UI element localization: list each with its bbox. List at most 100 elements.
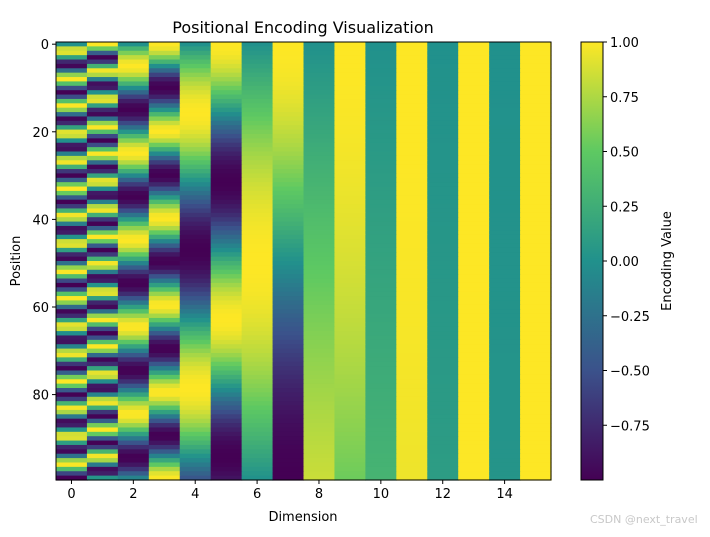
heatmap-cell — [396, 59, 428, 65]
heatmap-cell — [458, 296, 490, 302]
heatmap-cell — [427, 234, 459, 240]
heatmap-cell — [179, 370, 212, 376]
heatmap-cell — [117, 155, 150, 161]
heatmap-cell — [56, 475, 88, 481]
heatmap-cell — [272, 352, 305, 358]
heatmap-cell — [303, 142, 336, 148]
heatmap-cell — [148, 475, 181, 481]
heatmap-cell — [427, 90, 459, 96]
heatmap-cell — [365, 313, 397, 319]
heatmap-cell — [272, 326, 305, 332]
heatmap-cell — [117, 282, 150, 288]
heatmap-cell — [458, 357, 490, 363]
heatmap-cell — [427, 212, 459, 218]
heatmap-cell — [303, 309, 336, 315]
heatmap-cell — [520, 274, 552, 280]
heatmap-cell — [241, 274, 274, 280]
heatmap-cell — [210, 322, 243, 328]
heatmap-cell — [148, 116, 181, 122]
heatmap-cell — [241, 133, 274, 139]
heatmap-cell — [334, 85, 366, 91]
heatmap-cell — [427, 274, 459, 280]
heatmap-cell — [272, 160, 305, 166]
heatmap-cell — [86, 317, 119, 323]
heatmap-cell — [427, 466, 459, 472]
heatmap-cell — [148, 304, 181, 310]
heatmap-cell — [520, 256, 552, 262]
heatmap-cell — [334, 177, 366, 183]
heatmap-cell — [427, 366, 459, 372]
heatmap-cell — [303, 116, 336, 122]
heatmap-cell — [334, 374, 366, 380]
heatmap-cell — [241, 120, 274, 126]
heatmap-cell — [396, 195, 428, 201]
heatmap-cell — [489, 326, 521, 332]
heatmap-cell — [117, 252, 150, 258]
heatmap-cell — [241, 300, 274, 306]
heatmap-cell — [272, 129, 305, 135]
heatmap-cell — [210, 357, 243, 363]
heatmap-cell — [179, 339, 212, 345]
heatmap-cell — [148, 291, 181, 297]
heatmap-cell — [117, 208, 150, 214]
heatmap-cell — [56, 444, 88, 450]
heatmap-cell — [148, 190, 181, 196]
heatmap-cell — [303, 107, 336, 113]
heatmap-cell — [117, 335, 150, 341]
heatmap-cell — [520, 94, 552, 100]
heatmap-cell — [520, 453, 552, 459]
heatmap-cell — [396, 388, 428, 393]
heatmap-cell — [489, 274, 521, 280]
colorbar-tick-label: 0.00 — [610, 255, 639, 270]
heatmap-cell — [117, 103, 150, 109]
heatmap-cell — [210, 423, 243, 429]
heatmap-cell — [86, 204, 119, 210]
heatmap-cell — [210, 46, 243, 52]
heatmap-cell — [210, 50, 243, 56]
heatmap-cell — [272, 85, 305, 91]
heatmap-cell — [489, 317, 521, 323]
heatmap-cell — [427, 243, 459, 249]
heatmap-cell — [334, 304, 366, 310]
heatmap-cell — [520, 287, 552, 293]
heatmap-cell — [56, 217, 88, 223]
heatmap-cell — [303, 269, 336, 275]
heatmap-cell — [365, 431, 397, 437]
heatmap-cell — [56, 186, 88, 192]
heatmap-cell — [427, 423, 459, 429]
heatmap-cell — [86, 409, 119, 415]
heatmap-cell — [520, 225, 552, 231]
heatmap-cell — [241, 296, 274, 302]
heatmap-cell — [458, 138, 490, 144]
heatmap-cell — [210, 344, 243, 350]
heatmap-cell — [396, 374, 428, 380]
heatmap-cell — [365, 177, 397, 183]
heatmap-cell — [334, 243, 366, 249]
heatmap-cell — [56, 77, 88, 83]
heatmap-cell — [148, 90, 181, 96]
heatmap-cell — [365, 252, 397, 258]
heatmap-cell — [303, 182, 336, 188]
heatmap-cell — [303, 287, 336, 293]
heatmap-cell — [365, 204, 397, 210]
heatmap-cell — [427, 357, 459, 363]
heatmap-cell — [117, 81, 150, 87]
heatmap-cell — [56, 98, 88, 104]
heatmap-cell — [458, 182, 490, 188]
heatmap-cell — [272, 256, 305, 262]
heatmap-cell — [86, 138, 119, 144]
heatmap-cell — [210, 147, 243, 153]
heatmap-cell — [334, 388, 366, 393]
heatmap-cell — [148, 431, 181, 437]
heatmap-cell — [303, 436, 336, 442]
heatmap-cell — [334, 261, 366, 266]
heatmap-cell — [303, 317, 336, 323]
heatmap-cell — [179, 409, 212, 415]
heatmap-cell — [334, 138, 366, 144]
heatmap-cell — [241, 247, 274, 253]
heatmap-cell — [303, 225, 336, 231]
heatmap-cell — [365, 304, 397, 310]
heatmap-cell — [458, 300, 490, 306]
heatmap-cell — [179, 142, 212, 148]
